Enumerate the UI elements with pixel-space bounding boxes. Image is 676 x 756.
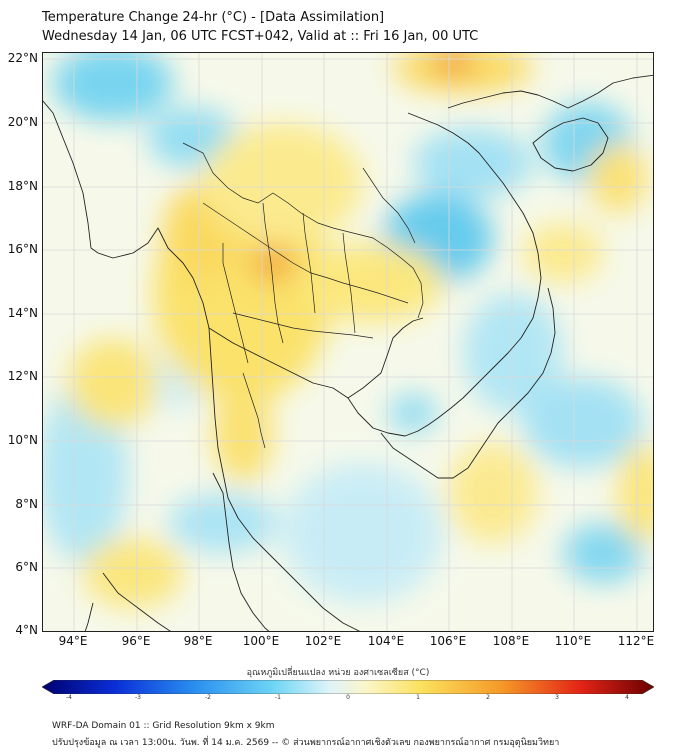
colorbar-tick: -2 bbox=[205, 694, 211, 701]
lat-label-16n: 16°N bbox=[7, 242, 38, 256]
lat-label-20n: 20°N bbox=[7, 115, 38, 129]
colorbar-tick: 2 bbox=[486, 694, 490, 701]
footer-model-info: WRF-DA Domain 01 :: Grid Resolution 9km … bbox=[52, 721, 275, 731]
lon-label-98e: 98°E bbox=[183, 634, 213, 648]
lon-label-100e: 100°E bbox=[242, 634, 280, 648]
colorbar-tick: -3 bbox=[135, 694, 141, 701]
lon-label-104e: 104°E bbox=[367, 634, 405, 648]
province-borders bbox=[182, 142, 424, 449]
colorbar-title: อุณหภูมิเปลี่ยนแปลง หน่วย องศาเซลเซียส (… bbox=[246, 668, 430, 678]
colorbar-tick: -1 bbox=[275, 694, 281, 701]
map-subtitle: Wednesday 14 Jan, 06 UTC FCST+042, Valid… bbox=[42, 29, 479, 44]
lon-label-96e: 96°E bbox=[121, 634, 151, 648]
lon-label-112e: 112°E bbox=[617, 634, 655, 648]
lat-label-10n: 10°N bbox=[7, 433, 38, 447]
lat-label-8n: 8°N bbox=[15, 497, 38, 511]
map-title: Temperature Change 24-hr (°C) - [Data As… bbox=[42, 10, 385, 25]
colorbar-tick: -4 bbox=[66, 694, 72, 701]
lon-label-106e: 106°E bbox=[429, 634, 467, 648]
lon-label-110e: 110°E bbox=[554, 634, 592, 648]
lat-label-6n: 6°N bbox=[15, 560, 38, 574]
colorbar-tick: 3 bbox=[555, 694, 559, 701]
lon-label-108e: 108°E bbox=[492, 634, 530, 648]
graticule bbox=[43, 53, 653, 631]
temperature-map bbox=[42, 52, 654, 632]
lon-label-94e: 94°E bbox=[58, 634, 88, 648]
footer-credit: ปรับปรุงข้อมูล ณ เวลา 13:00น. วันพ. ที่ … bbox=[52, 738, 560, 748]
lat-label-18n: 18°N bbox=[7, 179, 38, 193]
colorbar-tick: 4 bbox=[625, 694, 629, 701]
colorbar-tick: 1 bbox=[416, 694, 420, 701]
lat-label-4n: 4°N bbox=[15, 623, 38, 637]
lat-label-12n: 12°N bbox=[7, 369, 38, 383]
lat-label-22n: 22°N bbox=[7, 51, 38, 65]
coastlines bbox=[43, 74, 653, 631]
lon-label-102e: 102°E bbox=[304, 634, 342, 648]
colorbar-tick: 0 bbox=[346, 694, 350, 701]
lat-label-14n: 14°N bbox=[7, 306, 38, 320]
